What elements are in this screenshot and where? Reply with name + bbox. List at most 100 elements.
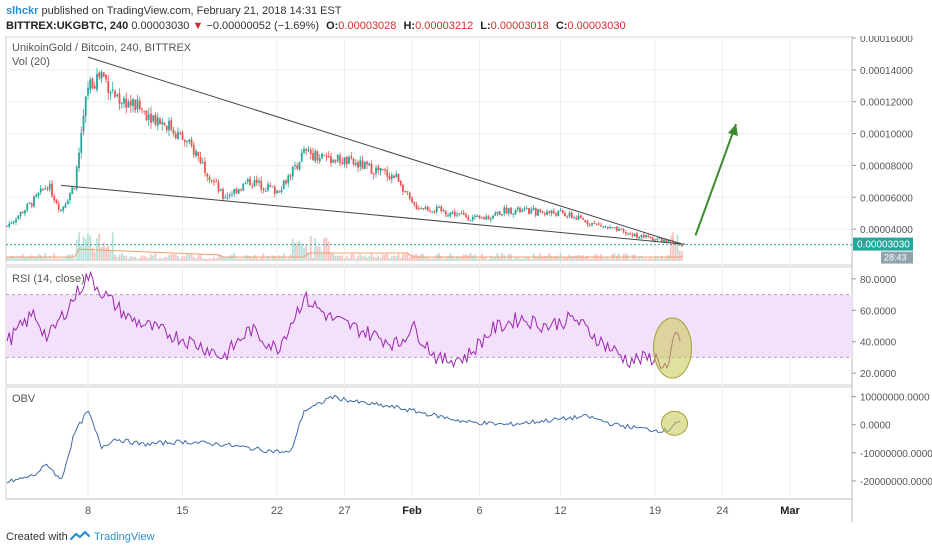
volume-bar bbox=[123, 255, 125, 261]
volume-bar bbox=[318, 246, 321, 261]
lower-trendline bbox=[60, 184, 686, 245]
candle-body bbox=[498, 211, 501, 215]
candle-body bbox=[57, 203, 60, 210]
candle-body bbox=[251, 185, 254, 187]
volume-bar bbox=[172, 253, 175, 261]
candle-body bbox=[615, 226, 618, 231]
candle-body bbox=[546, 211, 548, 215]
candle-body bbox=[505, 207, 508, 214]
volume-bar bbox=[678, 250, 681, 261]
candle-body bbox=[456, 214, 458, 216]
candle-body bbox=[215, 181, 218, 183]
volume-bar bbox=[82, 236, 85, 261]
candle-body bbox=[15, 219, 17, 223]
candle-body bbox=[631, 234, 634, 237]
candle-body bbox=[525, 207, 528, 209]
candle-body bbox=[618, 228, 620, 231]
volume-bar bbox=[424, 257, 427, 261]
candle-body bbox=[604, 226, 607, 228]
volume-bar bbox=[395, 256, 398, 261]
author-link[interactable]: slhckr bbox=[6, 5, 39, 17]
candle-body bbox=[483, 217, 485, 220]
candle-body bbox=[510, 207, 512, 214]
candle-body bbox=[35, 194, 38, 197]
candle-body bbox=[134, 99, 137, 111]
volume-bar bbox=[244, 255, 247, 261]
volume-bar bbox=[177, 256, 179, 261]
candle-body bbox=[600, 225, 602, 227]
candle-body bbox=[325, 155, 328, 158]
candle-body bbox=[469, 220, 472, 222]
volume-bar bbox=[363, 255, 366, 261]
volume-bar bbox=[120, 253, 123, 261]
volume-bar bbox=[451, 255, 454, 261]
volume-bar bbox=[213, 257, 215, 261]
candle-body bbox=[489, 217, 492, 220]
candle-body bbox=[411, 198, 413, 203]
candle-body bbox=[258, 180, 260, 183]
volume-bar bbox=[555, 255, 557, 261]
candle-body bbox=[80, 132, 83, 153]
volume-bar bbox=[147, 257, 150, 261]
candle-body bbox=[174, 133, 177, 139]
candle-body bbox=[478, 215, 481, 219]
chart-canvas[interactable]: 8 15 22 27 Feb 6 12 19 24 Mar 0.00016000 0.00014000… bbox=[0, 34, 932, 522]
volume-bar bbox=[309, 235, 312, 261]
volume-bar bbox=[460, 256, 463, 261]
volume-bar bbox=[606, 257, 609, 261]
volume-bar bbox=[114, 254, 116, 261]
volume-bar bbox=[24, 257, 26, 261]
volume-bar bbox=[296, 242, 299, 261]
volume-bar bbox=[530, 258, 533, 261]
candle-body bbox=[82, 115, 85, 132]
volume-bar bbox=[188, 253, 191, 261]
volume-bar bbox=[66, 254, 69, 261]
candle-body bbox=[480, 217, 483, 219]
candle-body bbox=[253, 180, 256, 187]
chart-area[interactable]: 8 15 22 27 Feb 6 12 19 24 Mar 0.00016000 0.00014000… bbox=[0, 34, 932, 522]
volume-bar bbox=[6, 256, 8, 261]
candle-body bbox=[249, 178, 251, 185]
volume-bar bbox=[251, 257, 254, 261]
volume-bar bbox=[156, 258, 159, 261]
candle-body bbox=[645, 235, 647, 238]
candle-body bbox=[260, 180, 263, 190]
volume-bar bbox=[681, 250, 683, 261]
footer: Created with TradingView bbox=[0, 522, 932, 550]
candle-body bbox=[98, 72, 101, 78]
candle-body bbox=[19, 211, 22, 217]
candle-body bbox=[377, 166, 380, 170]
candle-body bbox=[397, 173, 400, 182]
candle-body bbox=[570, 212, 573, 219]
breakout-arrow-shaft bbox=[694, 123, 737, 236]
volume-bar bbox=[129, 256, 132, 261]
candle-body bbox=[647, 235, 650, 237]
volume-bar bbox=[98, 233, 101, 261]
volume-bar bbox=[586, 255, 589, 261]
rsi-y-tick-label: 20.0000 bbox=[860, 369, 897, 380]
volume-bar bbox=[498, 257, 501, 261]
candle-body bbox=[550, 210, 553, 214]
volume-bar bbox=[505, 258, 508, 261]
volume-bar bbox=[192, 256, 195, 261]
candle-body bbox=[208, 177, 211, 181]
candle-body bbox=[613, 227, 616, 229]
candle-body bbox=[501, 214, 503, 216]
volume-bar bbox=[267, 255, 269, 261]
candle-body bbox=[334, 160, 337, 163]
candle-body bbox=[109, 91, 112, 94]
volume-bar bbox=[366, 257, 368, 261]
volume-bar bbox=[649, 257, 652, 261]
tradingview-brand[interactable]: TradingView bbox=[70, 528, 160, 544]
candle-body bbox=[316, 151, 319, 161]
candle-body bbox=[318, 158, 321, 162]
candle-body bbox=[449, 212, 452, 216]
volume-bar bbox=[521, 258, 524, 261]
high-value: 0.00003212 bbox=[415, 20, 474, 32]
volume-bar bbox=[386, 253, 389, 261]
volume-bar bbox=[210, 258, 213, 261]
candle-body bbox=[192, 144, 195, 155]
volume-bar bbox=[667, 254, 670, 261]
candle-body bbox=[125, 98, 128, 108]
volume-bar bbox=[397, 254, 400, 261]
